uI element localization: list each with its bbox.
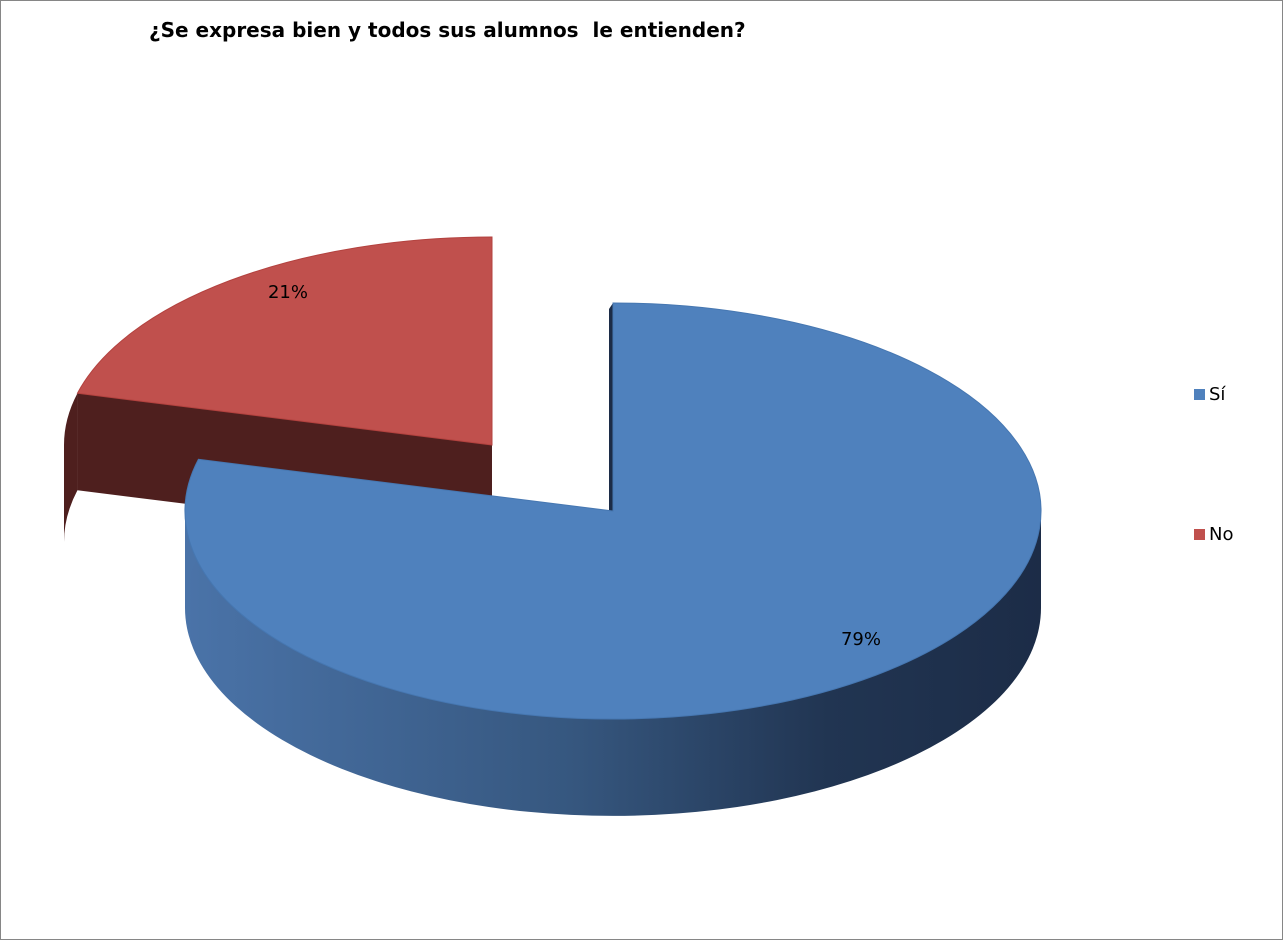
slice-no xyxy=(76,236,493,446)
legend-swatch-no xyxy=(1194,528,1205,540)
legend: Sí No xyxy=(1194,379,1233,659)
chart-title: ¿Se expresa bien y todos sus alumnos le … xyxy=(149,18,746,42)
slice-no-outer-wall xyxy=(64,393,78,542)
slice-si-cut-face xyxy=(609,303,613,517)
slice-si-outer-wall xyxy=(185,511,1041,816)
data-label-no: 21% xyxy=(268,282,308,303)
legend-item-si: Sí xyxy=(1194,379,1233,409)
slice-si xyxy=(184,302,1042,720)
legend-swatch-si xyxy=(1194,388,1205,400)
legend-label-si: Sí xyxy=(1209,383,1226,405)
data-label-si: 79% xyxy=(841,629,881,650)
legend-item-no: No xyxy=(1194,519,1233,549)
legend-label-no: No xyxy=(1209,523,1234,545)
